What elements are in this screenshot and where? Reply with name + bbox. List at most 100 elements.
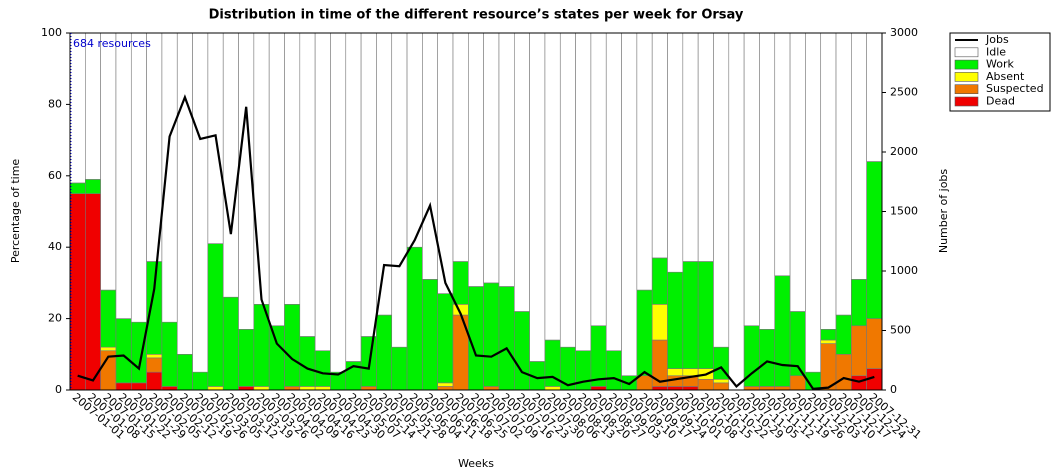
bar-segment bbox=[238, 386, 255, 391]
bar-segment bbox=[268, 325, 285, 391]
bar-segment bbox=[452, 32, 469, 262]
bar-segment bbox=[100, 346, 117, 352]
bar-segment bbox=[299, 336, 316, 387]
bar-segment bbox=[422, 279, 438, 391]
y2-tick-label: 500 bbox=[890, 324, 911, 337]
bar-segment bbox=[161, 32, 178, 323]
bar-segment bbox=[130, 32, 147, 323]
bar-segment bbox=[651, 257, 668, 305]
bar-segment bbox=[468, 32, 484, 287]
bar-segment bbox=[115, 32, 132, 319]
bar-segment bbox=[866, 32, 883, 162]
bar-segment bbox=[713, 378, 730, 384]
bar-segment bbox=[866, 318, 883, 369]
y-tick-label: 80 bbox=[48, 97, 62, 110]
bar-segment bbox=[406, 246, 423, 391]
bar-segment bbox=[284, 386, 301, 391]
bar-segment bbox=[146, 357, 163, 373]
bar-segment bbox=[376, 32, 393, 316]
bar-segment bbox=[759, 329, 776, 387]
bar-segment bbox=[330, 32, 347, 373]
bar-segment bbox=[835, 353, 852, 391]
bar-segment bbox=[483, 282, 500, 387]
bar-segment bbox=[161, 386, 178, 391]
bar-segment bbox=[314, 386, 331, 391]
bar-segment bbox=[605, 350, 622, 391]
bar-segment bbox=[253, 32, 270, 305]
legend-label: Jobs bbox=[985, 33, 1009, 46]
bar-segment bbox=[192, 371, 209, 391]
bar-segment bbox=[590, 325, 607, 387]
bar-segment bbox=[713, 382, 730, 391]
y-tick-label: 0 bbox=[55, 383, 62, 396]
bar-segment bbox=[146, 353, 163, 359]
bar-segment bbox=[805, 32, 822, 373]
bar-segment bbox=[851, 325, 867, 377]
y2-tick-label: 1000 bbox=[890, 264, 918, 277]
bar-segment bbox=[636, 289, 653, 377]
legend-swatch bbox=[954, 59, 979, 70]
bar-segment bbox=[161, 321, 178, 387]
bar-segment bbox=[529, 32, 546, 362]
bar-segment bbox=[682, 32, 699, 262]
chart-title: Distribution in time of the different re… bbox=[209, 8, 744, 23]
bar-segment bbox=[483, 386, 500, 391]
bar-segment bbox=[437, 382, 454, 387]
bar-segment bbox=[115, 318, 132, 384]
bar-segment bbox=[774, 32, 791, 277]
bar-segment bbox=[605, 32, 622, 352]
bar-segment bbox=[314, 32, 331, 352]
y2-tick-label: 1500 bbox=[890, 205, 918, 218]
bar-segment bbox=[820, 32, 837, 330]
bar-segment bbox=[789, 375, 806, 391]
bar-segment bbox=[130, 321, 147, 384]
bar-segment bbox=[85, 193, 101, 391]
bar-segment bbox=[514, 32, 530, 312]
bar-segment bbox=[651, 386, 668, 391]
bar-segment bbox=[851, 375, 867, 391]
bar-segment bbox=[590, 32, 607, 327]
bar-segment bbox=[115, 382, 132, 391]
bar-segment bbox=[682, 368, 699, 377]
bar-segment bbox=[636, 32, 653, 291]
bar-segment bbox=[85, 32, 101, 180]
bar-segment bbox=[100, 32, 117, 291]
bar-segment bbox=[667, 271, 684, 369]
bar-segment bbox=[498, 286, 515, 391]
annotation: 684 resources bbox=[73, 37, 151, 50]
bar-segment bbox=[69, 182, 86, 194]
bar-segment bbox=[222, 32, 239, 298]
bar-segment bbox=[713, 32, 730, 348]
bar-segment bbox=[544, 386, 561, 391]
bar-segment bbox=[651, 304, 668, 341]
bar-segment bbox=[130, 382, 147, 391]
y-tick-label: 100 bbox=[41, 26, 62, 39]
bar-segment bbox=[835, 32, 852, 316]
bar-segment bbox=[667, 368, 684, 377]
y2-axis-label: Number of jobs bbox=[937, 169, 950, 254]
bar-segment bbox=[514, 311, 530, 391]
y-tick-label: 20 bbox=[48, 312, 62, 325]
bar-segment bbox=[697, 32, 714, 262]
bar-segment bbox=[851, 279, 867, 327]
legend-label: Idle bbox=[986, 45, 1006, 58]
bar-segment bbox=[406, 32, 423, 248]
y-tick-label: 60 bbox=[48, 169, 62, 182]
bar-segment bbox=[238, 329, 255, 387]
bar-segment bbox=[376, 314, 393, 391]
legend-swatch bbox=[954, 84, 979, 94]
bar-segment bbox=[820, 329, 837, 341]
bar-segment bbox=[759, 32, 776, 330]
legend-swatch bbox=[954, 72, 979, 82]
bar-segment bbox=[667, 32, 684, 273]
legend-swatch bbox=[954, 96, 979, 107]
legend-label: Work bbox=[986, 58, 1014, 71]
bar-segment bbox=[207, 386, 224, 391]
bar-segment bbox=[299, 386, 316, 391]
bar-segment bbox=[345, 32, 362, 362]
bar-segment bbox=[360, 386, 377, 391]
bar-segment bbox=[176, 32, 193, 355]
bar-segment bbox=[69, 193, 86, 391]
bar-segment bbox=[391, 32, 408, 348]
